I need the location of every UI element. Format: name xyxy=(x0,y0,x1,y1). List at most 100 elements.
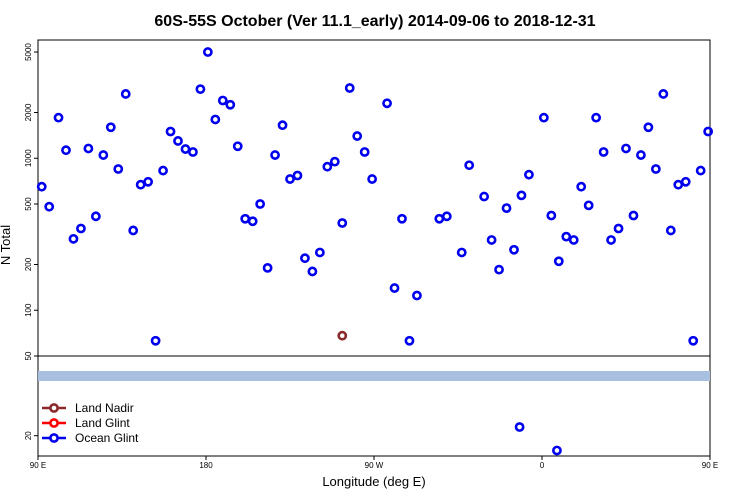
data-point xyxy=(307,266,318,277)
data-point xyxy=(456,247,467,258)
data-point xyxy=(143,176,154,187)
data-point xyxy=(688,335,699,346)
data-point xyxy=(703,126,714,137)
data-point xyxy=(524,169,534,180)
data-point xyxy=(434,213,445,224)
data-point xyxy=(314,247,325,258)
data-point xyxy=(509,244,519,255)
data-point xyxy=(352,131,363,141)
data-point xyxy=(643,122,654,133)
data-point xyxy=(382,98,392,109)
data-point xyxy=(44,201,55,212)
y-axis-title: N Total xyxy=(0,225,13,265)
upper-plot-frame xyxy=(37,39,711,357)
data-point xyxy=(262,262,273,273)
data-point xyxy=(628,210,639,221)
legend-label: Land Nadir xyxy=(75,401,134,415)
data-point xyxy=(606,235,616,245)
data-point xyxy=(292,170,303,181)
data-point xyxy=(479,191,490,202)
data-point xyxy=(90,211,101,222)
upper-y-tick-label: 5000 xyxy=(24,43,33,61)
data-point xyxy=(389,283,400,293)
data-point xyxy=(516,190,527,201)
upper-panel: 50 100 200 500 1000 2000 5000 xyxy=(24,39,714,360)
data-point xyxy=(188,147,198,157)
x-axis-title: Longitude (deg E) xyxy=(322,474,425,489)
data-point xyxy=(135,179,146,190)
data-point xyxy=(322,161,333,172)
data-point xyxy=(173,136,183,146)
data-point xyxy=(344,83,355,93)
x-axis: 90 E 180 90 W 0 90 E xyxy=(30,456,718,470)
data-point xyxy=(202,47,213,57)
data-point xyxy=(613,223,624,234)
upper-y-tick-label: 1000 xyxy=(24,149,33,167)
data-point xyxy=(538,112,549,123)
data-point xyxy=(240,213,251,224)
data-point xyxy=(36,181,47,192)
data-point xyxy=(225,99,236,110)
data-point xyxy=(113,164,124,174)
data-point xyxy=(441,211,452,222)
data-point xyxy=(120,89,131,99)
data-point xyxy=(359,147,370,157)
data-point xyxy=(180,144,191,154)
upper-y-tick-label: 2000 xyxy=(24,103,33,121)
data-point xyxy=(412,290,422,301)
legend-label: Land Glint xyxy=(75,416,130,430)
upper-y-tick-label: 100 xyxy=(24,303,33,317)
data-point xyxy=(277,120,288,131)
data-point xyxy=(583,200,594,211)
data-point xyxy=(552,445,562,456)
data-point xyxy=(514,422,525,432)
lower-y-axis: 20 xyxy=(24,431,38,440)
x-tick-label: 90 W xyxy=(365,461,384,470)
data-point xyxy=(337,330,348,341)
data-point xyxy=(83,143,94,154)
lower-panel-band xyxy=(38,371,710,381)
data-point xyxy=(217,95,228,106)
data-point xyxy=(329,156,340,167)
data-point xyxy=(270,150,280,160)
data-point xyxy=(546,210,557,221)
data-point xyxy=(255,199,266,209)
data-point xyxy=(486,235,497,245)
upper-y-tick-label: 50 xyxy=(24,351,33,360)
data-point xyxy=(404,335,415,346)
data-point xyxy=(210,114,221,125)
data-point xyxy=(397,213,407,224)
data-point xyxy=(494,264,504,275)
x-tick-label: 0 xyxy=(540,461,545,470)
upper-y-axis: 50 100 200 500 1000 2000 5000 xyxy=(24,43,38,360)
data-point xyxy=(591,112,602,123)
data-point xyxy=(53,112,64,123)
data-point xyxy=(695,165,706,176)
data-point xyxy=(665,225,676,236)
data-point xyxy=(98,150,109,160)
data-point xyxy=(150,335,161,346)
data-point xyxy=(337,218,348,228)
data-point xyxy=(76,223,86,234)
data-point xyxy=(367,174,378,184)
data-point xyxy=(576,181,587,192)
legend-marker xyxy=(49,418,59,428)
lower-y-tick-label: 20 xyxy=(24,431,33,440)
lower-data-points xyxy=(514,422,562,456)
data-point xyxy=(568,235,579,245)
data-point xyxy=(673,179,684,190)
upper-data-points xyxy=(36,47,714,346)
data-point xyxy=(636,150,646,160)
data-point xyxy=(68,233,79,244)
legend-marker xyxy=(49,403,59,413)
data-point xyxy=(561,231,572,242)
data-point xyxy=(680,176,691,187)
data-point xyxy=(553,256,564,267)
data-point xyxy=(464,160,475,171)
x-tick-label: 90 E xyxy=(30,461,46,470)
data-point xyxy=(300,253,310,264)
data-point xyxy=(621,143,631,154)
data-point xyxy=(105,122,116,133)
